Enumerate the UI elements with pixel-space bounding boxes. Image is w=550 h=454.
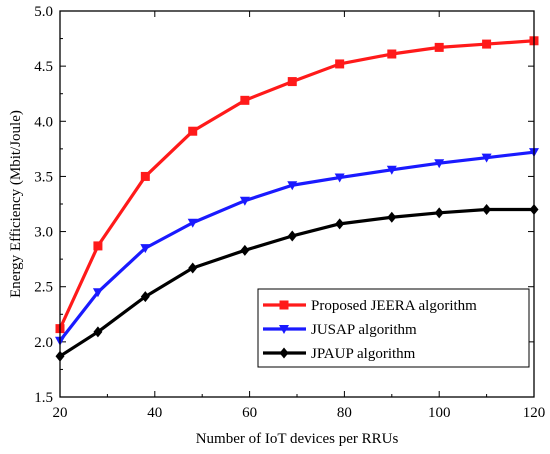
y-tick-label: 4.5 [34,59,53,75]
legend-swatch-marker [279,325,289,334]
y-tick-label: 3.0 [34,225,53,241]
data-point-jusap [386,165,397,175]
legend-label: JUSAP algorithm [311,322,417,338]
data-point-jusap [334,173,345,183]
data-point-jeera [93,241,103,251]
data-point-jeera [482,39,492,49]
data-point-jpaup [287,230,297,242]
legend-swatch-marker [279,347,289,359]
data-point-jpaup [335,218,345,230]
x-axis-title: Number of IoT devices per RRUs [196,431,399,447]
data-point-jeera [240,95,250,105]
tick-labels: 20 40 60 80 100 120 1.5 2.0 2.5 3.0 3.5 4.0 4.5 5.0 [34,4,545,421]
data-point-jusap [92,288,103,298]
data-point-jeera [434,42,444,52]
x-tick-label: 60 [242,405,257,421]
y-axis-title: Energy Efficiency (Mbit/Joule) [8,110,24,298]
data-point-jeera [140,171,150,181]
data-point-jpaup [240,244,250,256]
data-point-jusap [140,244,151,254]
data-point-jusap [239,196,250,206]
y-tick-label: 2.0 [34,335,53,351]
data-point-jusap [287,181,298,191]
x-tick-label: 80 [337,405,352,421]
data-point-jeera [188,126,198,136]
data-point-jeera [335,59,345,69]
data-point-jusap [187,218,198,228]
data-point-jpaup [140,291,150,303]
data-point-jeera [387,49,397,59]
legend-item-jusap: JUSAP algorithm [263,322,417,338]
data-point-jusap [481,153,492,163]
data-point-jpaup [434,207,444,219]
plot-frame [59,10,535,398]
data-point-jeera [287,77,297,87]
y-tick-label: 5.0 [34,4,53,20]
data-point-jpaup [387,211,397,223]
data-point-jusap [434,159,445,169]
data-point-jpaup [93,326,103,338]
y-tick-label: 2.5 [34,280,53,296]
legend: Proposed JEERA algorithm JUSAP algorithm J… [257,288,530,368]
legend-item-jeera: Proposed JEERA algorithm [263,298,477,314]
data-point-jpaup [482,204,492,216]
y-tick-label: 3.5 [34,169,53,185]
x-tick-label: 40 [147,405,162,421]
x-tick-label: 20 [53,405,68,421]
data-point-jpaup [188,262,198,274]
legend-swatch-marker [279,300,289,310]
x-tick-label: 100 [428,405,451,421]
y-tick-label: 4.0 [34,114,53,130]
x-tick-label: 120 [523,405,546,421]
legend-label: Proposed JEERA algorithm [311,298,477,314]
y-tick-label: 1.5 [34,390,53,406]
legend-label: JPAUP algorithm [311,346,416,362]
legend-item-jpaup: JPAUP algorithm [263,346,416,362]
